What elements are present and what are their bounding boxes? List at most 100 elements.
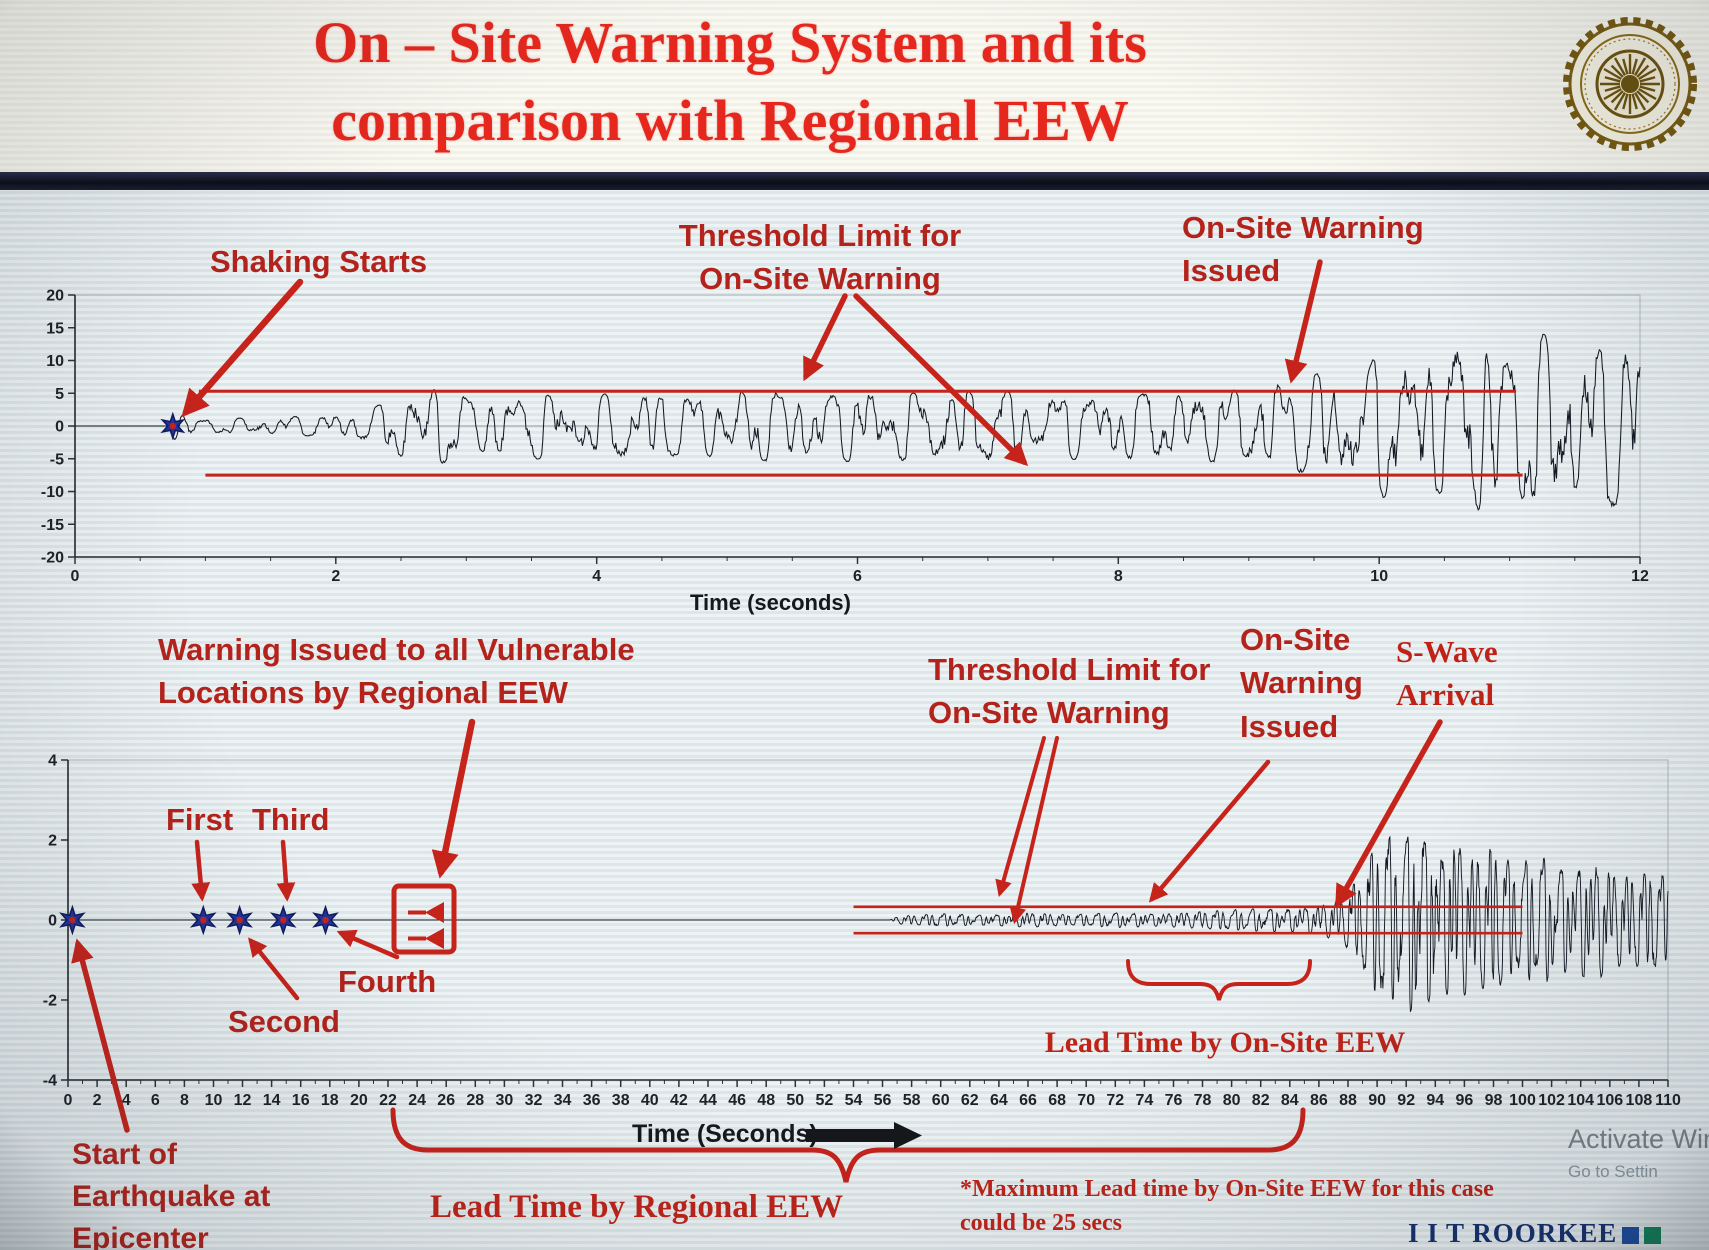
svg-text:-5: -5: [50, 451, 64, 468]
label-onsite-warning-top: On-Site Warning Issued: [1182, 210, 1424, 289]
svg-text:2: 2: [93, 1092, 102, 1109]
svg-text:2: 2: [331, 568, 340, 585]
svg-text:22: 22: [379, 1092, 397, 1109]
svg-text:66: 66: [1019, 1092, 1037, 1109]
svg-text:4: 4: [592, 568, 601, 585]
svg-text:62: 62: [961, 1092, 979, 1109]
svg-text:64: 64: [990, 1092, 1008, 1109]
svg-text:24: 24: [408, 1092, 426, 1109]
label-s-wave-arrival: S-Wave Arrival: [1396, 634, 1498, 713]
svg-text:-15: -15: [41, 517, 64, 534]
top-seismogram-chart: 20 15 10 5 0 -5 -10 -15 -20 0 2 4 6 8 10 12: [41, 288, 1649, 586]
label-third: Third: [252, 802, 330, 837]
svg-text:2: 2: [48, 833, 57, 850]
svg-text:4: 4: [122, 1092, 131, 1109]
svg-text:42: 42: [670, 1092, 688, 1109]
svg-text:34: 34: [554, 1092, 572, 1109]
svg-text:26: 26: [437, 1092, 455, 1109]
svg-text:84: 84: [1281, 1092, 1299, 1109]
svg-text:92: 92: [1397, 1092, 1415, 1109]
svg-text:58: 58: [903, 1092, 921, 1109]
svg-text:0: 0: [55, 419, 64, 436]
svg-text:108: 108: [1626, 1092, 1653, 1109]
svg-text:110: 110: [1655, 1092, 1681, 1109]
svg-text:46: 46: [728, 1092, 746, 1109]
svg-text:8: 8: [1114, 568, 1123, 585]
bottom-x-axis-label: Time (Seconds): [632, 1120, 818, 1148]
svg-text:10: 10: [1370, 568, 1388, 585]
svg-text:10: 10: [205, 1092, 223, 1109]
label-onsite-warning-bottom: On-Site Warning Issued: [1240, 622, 1363, 744]
svg-text:28: 28: [466, 1092, 484, 1109]
svg-text:0: 0: [48, 913, 57, 930]
label-regional-warning: Warning Issued to all Vulnerable Locatio…: [158, 632, 635, 711]
title-line-2: comparison with Regional EEW: [331, 87, 1129, 153]
title-divider: [0, 172, 1709, 190]
svg-text:10: 10: [46, 353, 64, 370]
svg-text:4: 4: [48, 753, 57, 770]
svg-text:96: 96: [1456, 1092, 1474, 1109]
svg-text:16: 16: [292, 1092, 310, 1109]
svg-text:36: 36: [583, 1092, 601, 1109]
svg-text:0: 0: [71, 568, 80, 585]
svg-text:12: 12: [234, 1092, 252, 1109]
label-lead-time-regional: Lead Time by Regional EEW: [430, 1189, 844, 1225]
svg-text:106: 106: [1596, 1092, 1623, 1109]
svg-text:90: 90: [1368, 1092, 1386, 1109]
svg-text:30: 30: [496, 1092, 514, 1109]
svg-text:80: 80: [1223, 1092, 1241, 1109]
svg-text:68: 68: [1048, 1092, 1066, 1109]
logo-wheel-spokes: [1600, 54, 1660, 114]
label-fourth: Fourth: [338, 964, 437, 999]
label-second: Second: [228, 1004, 340, 1039]
svg-text:88: 88: [1339, 1092, 1357, 1109]
label-epicenter: Start of Earthquake at Epicenter: [72, 1138, 271, 1250]
label-first: First: [166, 802, 234, 837]
svg-text:52: 52: [816, 1092, 834, 1109]
svg-text:14: 14: [263, 1092, 281, 1109]
svg-text:6: 6: [151, 1092, 160, 1109]
footer-square-1: [1622, 1227, 1640, 1244]
svg-text:12: 12: [1631, 568, 1649, 585]
svg-text:82: 82: [1252, 1092, 1270, 1109]
svg-text:38: 38: [612, 1092, 630, 1109]
title-line-1: On – Site Warning System and its: [313, 10, 1147, 75]
footer-brand: I I T ROORKEE: [1408, 1218, 1662, 1249]
activate-windows-watermark: Activate Win: [1568, 1124, 1709, 1154]
svg-text:-2: -2: [43, 993, 57, 1010]
svg-text:44: 44: [699, 1092, 717, 1109]
label-max-lead-note: *Maximum Lead time by On-Site EEW for th…: [960, 1176, 1494, 1237]
go-to-settings-watermark: Go to Settin: [1568, 1162, 1658, 1181]
svg-text:15: 15: [46, 320, 64, 337]
label-threshold-limit-top: Threshold Limit for On-Site Warning: [678, 218, 962, 297]
svg-text:-20: -20: [41, 550, 64, 567]
svg-text:48: 48: [757, 1092, 775, 1109]
svg-text:56: 56: [874, 1092, 892, 1109]
svg-text:32: 32: [525, 1092, 543, 1109]
svg-text:86: 86: [1310, 1092, 1328, 1109]
slide-title: On – Site Warning System and its compari…: [30, 4, 1430, 159]
svg-text:6: 6: [853, 568, 862, 585]
svg-text:50: 50: [786, 1092, 804, 1109]
svg-text:72: 72: [1106, 1092, 1124, 1109]
svg-text:100: 100: [1509, 1092, 1536, 1109]
svg-text:5: 5: [55, 386, 64, 403]
iit-roorkee-logo: [1563, 17, 1697, 151]
footer-square-2: [1644, 1227, 1662, 1244]
svg-text:78: 78: [1194, 1092, 1212, 1109]
svg-text:18: 18: [321, 1092, 339, 1109]
svg-text:-10: -10: [41, 484, 64, 501]
svg-text:76: 76: [1165, 1092, 1183, 1109]
svg-text:20: 20: [46, 288, 64, 305]
svg-text:0: 0: [64, 1092, 73, 1109]
svg-text:54: 54: [845, 1092, 863, 1109]
label-threshold-limit-bottom: Threshold Limit for On-Site Warning: [928, 652, 1211, 731]
title-band: [0, 0, 1709, 172]
svg-text:102: 102: [1538, 1092, 1565, 1109]
svg-text:104: 104: [1567, 1092, 1594, 1109]
svg-text:-4: -4: [43, 1073, 57, 1090]
top-x-axis-label: Time (seconds): [690, 590, 851, 615]
label-shaking-starts: Shaking Starts: [210, 244, 428, 279]
svg-text:74: 74: [1136, 1092, 1154, 1109]
